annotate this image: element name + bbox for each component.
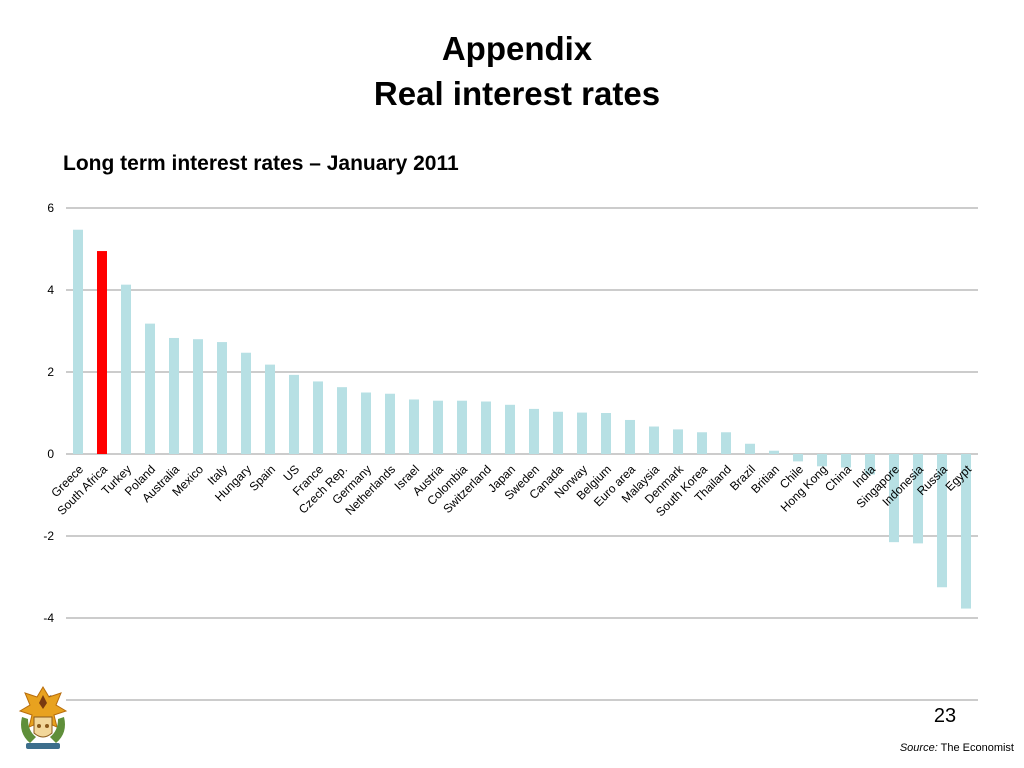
y-tick-label: 6 [47, 201, 54, 215]
bar [217, 342, 227, 454]
x-category-label: Spain [247, 462, 279, 494]
coat-of-arms-logo [16, 683, 70, 758]
bar [529, 408, 539, 454]
y-tick-label: 0 [47, 447, 54, 461]
bar [313, 381, 323, 454]
title-line-1: Appendix [441, 30, 593, 67]
bar [913, 454, 923, 544]
page-number: 23 [933, 705, 957, 727]
slide-title: Appendix Real interest rates [0, 26, 1024, 116]
bar [889, 454, 899, 543]
bar [481, 401, 491, 454]
bar [145, 323, 155, 454]
bar [577, 412, 587, 454]
bar [385, 393, 395, 454]
bar [865, 454, 875, 475]
bar [673, 429, 683, 454]
bar [289, 374, 299, 454]
source-value: The Economist [940, 742, 1014, 754]
bar [601, 413, 611, 454]
bar [937, 454, 947, 588]
bar [817, 454, 827, 467]
bar [721, 432, 731, 454]
bar [697, 432, 707, 454]
bar [793, 454, 803, 462]
y-tick-label: -4 [43, 611, 54, 625]
bar [121, 284, 131, 454]
y-tick-label: 2 [47, 365, 54, 379]
bar [265, 364, 275, 454]
bar [97, 251, 107, 454]
bar [361, 392, 371, 454]
bar [433, 400, 443, 454]
chart-subtitle: Long term interest rates – January 2011 [63, 152, 459, 175]
bar [649, 426, 659, 454]
bar [169, 337, 179, 454]
bar [241, 352, 251, 454]
y-tick-label: -2 [43, 529, 54, 543]
bar [505, 404, 515, 454]
bar [409, 399, 419, 454]
source-note: Source: The Economist [900, 742, 1014, 754]
bar [73, 229, 83, 454]
title-line-2: Real interest rates [373, 75, 661, 112]
bar [961, 454, 971, 609]
bar [625, 419, 635, 454]
bar [841, 454, 851, 468]
bar [745, 443, 755, 454]
bar [457, 400, 467, 454]
source-label: Source: [899, 742, 938, 754]
bar [193, 339, 203, 454]
bar [769, 450, 779, 454]
bar [553, 411, 563, 454]
bar [337, 387, 347, 454]
y-tick-label: 4 [47, 283, 54, 297]
